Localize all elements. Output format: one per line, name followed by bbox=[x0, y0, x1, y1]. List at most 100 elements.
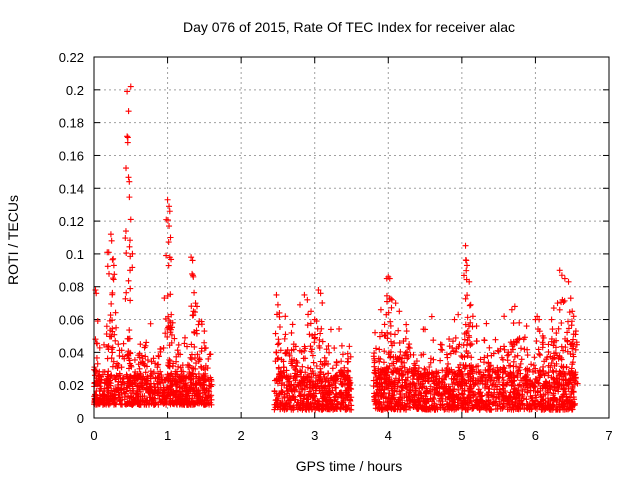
data-point bbox=[570, 353, 577, 360]
data-point-peak bbox=[126, 178, 133, 185]
data-point bbox=[558, 354, 565, 361]
data-point bbox=[139, 396, 146, 403]
data-point bbox=[205, 378, 212, 385]
data-point bbox=[126, 327, 133, 334]
data-point bbox=[273, 396, 280, 403]
data-point bbox=[465, 332, 472, 339]
data-point bbox=[533, 338, 540, 345]
data-point-peak bbox=[274, 301, 281, 308]
data-point bbox=[179, 385, 186, 392]
data-point bbox=[202, 344, 209, 351]
data-point bbox=[306, 388, 313, 395]
data-point bbox=[277, 347, 284, 354]
data-point bbox=[186, 369, 193, 376]
data-point bbox=[193, 330, 200, 337]
data-point bbox=[200, 381, 207, 388]
data-point bbox=[395, 371, 402, 378]
data-point bbox=[337, 389, 344, 396]
data-point bbox=[571, 371, 578, 378]
data-point bbox=[480, 401, 487, 408]
data-point bbox=[433, 381, 440, 388]
data-point bbox=[395, 327, 402, 334]
data-point bbox=[188, 375, 195, 382]
data-point bbox=[385, 349, 392, 356]
data-point bbox=[429, 386, 436, 393]
data-point bbox=[485, 385, 492, 392]
data-point bbox=[277, 368, 284, 375]
data-point-peak bbox=[572, 328, 579, 335]
data-point bbox=[174, 389, 181, 396]
data-point bbox=[437, 341, 444, 348]
data-point bbox=[540, 397, 547, 404]
data-point bbox=[322, 391, 329, 398]
data-point bbox=[547, 396, 554, 403]
data-point bbox=[325, 390, 332, 397]
x-tick-label: 0 bbox=[90, 428, 97, 443]
data-point bbox=[184, 361, 191, 368]
y-axis-title: ROTI / TECUs bbox=[5, 195, 21, 285]
data-point bbox=[463, 341, 470, 348]
data-point bbox=[189, 370, 196, 377]
data-point bbox=[569, 340, 576, 347]
data-point bbox=[160, 344, 167, 351]
data-point bbox=[101, 341, 108, 348]
data-point bbox=[501, 381, 508, 388]
data-point bbox=[154, 374, 161, 381]
data-point bbox=[510, 320, 517, 327]
data-point-peak bbox=[386, 275, 393, 282]
data-point bbox=[304, 364, 311, 371]
data-point bbox=[545, 341, 552, 348]
data-point bbox=[131, 377, 138, 384]
data-point bbox=[539, 344, 546, 351]
data-point bbox=[321, 354, 328, 361]
data-point bbox=[188, 398, 195, 405]
data-point bbox=[460, 376, 467, 383]
data-point bbox=[282, 402, 289, 409]
data-point bbox=[316, 336, 323, 343]
data-point bbox=[430, 396, 437, 403]
data-point bbox=[192, 380, 199, 387]
data-point bbox=[286, 378, 293, 385]
data-point bbox=[103, 399, 110, 406]
data-point bbox=[517, 360, 524, 367]
data-point bbox=[296, 388, 303, 395]
data-point bbox=[190, 401, 197, 408]
data-point bbox=[344, 405, 351, 412]
x-tick-label: 4 bbox=[385, 428, 392, 443]
data-point bbox=[449, 338, 456, 345]
data-point bbox=[410, 367, 417, 374]
data-point bbox=[207, 399, 214, 406]
data-point bbox=[406, 341, 413, 348]
data-point bbox=[551, 339, 558, 346]
data-point-peak bbox=[516, 319, 523, 326]
data-point-peak bbox=[344, 367, 351, 374]
data-point bbox=[486, 344, 493, 351]
data-point bbox=[510, 338, 517, 345]
data-point bbox=[202, 362, 209, 369]
data-point bbox=[115, 386, 122, 393]
data-point bbox=[494, 402, 501, 409]
data-point bbox=[484, 352, 491, 359]
data-point bbox=[183, 373, 190, 380]
data-point bbox=[511, 377, 518, 384]
data-point-peak bbox=[127, 267, 134, 274]
data-point bbox=[165, 262, 172, 269]
data-point bbox=[319, 299, 326, 306]
y-tick-label: 0.16 bbox=[59, 148, 84, 163]
data-point-peak bbox=[301, 291, 308, 298]
data-point bbox=[188, 303, 195, 310]
data-point bbox=[332, 403, 339, 410]
data-point-peak bbox=[190, 273, 197, 280]
data-point bbox=[376, 346, 383, 353]
data-point bbox=[406, 387, 413, 394]
data-point bbox=[398, 383, 405, 390]
data-point-peak bbox=[451, 316, 458, 323]
data-point bbox=[149, 395, 156, 402]
data-point bbox=[532, 397, 539, 404]
data-point bbox=[116, 347, 123, 354]
data-point bbox=[518, 377, 525, 384]
data-point bbox=[565, 385, 572, 392]
data-point bbox=[317, 365, 324, 372]
data-point bbox=[207, 351, 214, 358]
data-point bbox=[555, 401, 562, 408]
